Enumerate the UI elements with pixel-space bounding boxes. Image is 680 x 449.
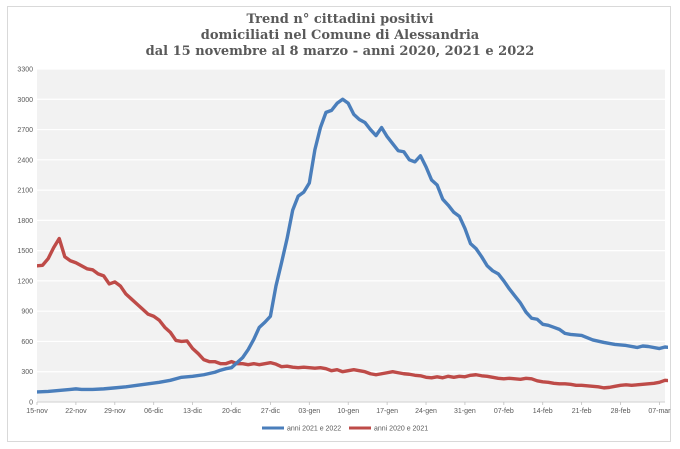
chart-title-line-3: dal 15 novembre al 8 marzo - anni 2020, … (145, 44, 535, 59)
x-tick-label: 15-nov (26, 408, 48, 415)
y-tick-label: 1800 (17, 218, 33, 225)
y-tick-label: 300 (21, 369, 33, 376)
y-tick-label: 2400 (17, 157, 33, 164)
plot-area (37, 69, 665, 402)
y-tick-label: 900 (21, 309, 33, 316)
legend-label: anni 2021 e 2022 (287, 426, 341, 433)
x-tick-label: 13-dic (183, 408, 203, 415)
series-line-anni-2021-2022 (37, 97, 668, 394)
x-tick-label: 20-dic (222, 408, 242, 415)
x-tick-label: 29-nov (104, 408, 126, 415)
x-tick-label: 06-dic (144, 408, 164, 415)
x-tick-label: 14-feb (533, 408, 553, 415)
chart-title-line-1: Trend n° cittadini positivi (246, 12, 434, 27)
x-tick-label: 10-gen (337, 408, 359, 415)
x-tick-label: 07-mar (648, 408, 671, 415)
series-line-anni-2020-2021 (37, 236, 668, 390)
legend-label: anni 2020 e 2021 (374, 426, 428, 433)
x-tick-label: 24-gen (415, 408, 437, 415)
x-tick-label: 03-gen (298, 408, 320, 415)
x-tick-label: 27-dic (261, 408, 281, 415)
y-tick-label: 2100 (17, 188, 33, 195)
y-tick-label: 3300 (17, 67, 33, 74)
x-tick-label: 21-feb (572, 408, 592, 415)
y-tick-label: 1500 (17, 248, 33, 255)
y-tick-label: 3000 (17, 97, 33, 104)
x-tick-label: 28-feb (611, 408, 631, 415)
x-tick-label: 31-gen (454, 408, 476, 415)
y-tick-label: 0 (29, 400, 33, 407)
y-tick-label: 1200 (17, 278, 33, 285)
x-tick-label: 22-nov (65, 408, 87, 415)
x-tick-label: 07-feb (494, 408, 514, 415)
y-tick-label: 600 (21, 339, 33, 346)
chart-title-line-2: domiciliati nel Comune di Alessandria (200, 28, 480, 43)
x-tick-label: 17-gen (376, 408, 398, 415)
y-tick-label: 2700 (17, 127, 33, 134)
